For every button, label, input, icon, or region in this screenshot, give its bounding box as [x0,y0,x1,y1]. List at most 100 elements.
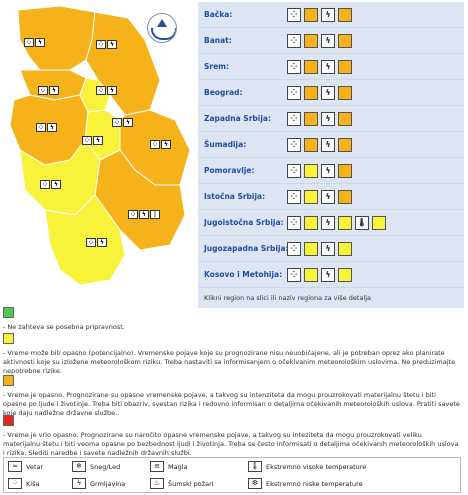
region-row[interactable]: Pomoravlje: ⁘ ϟ [198,158,464,184]
region-name-link[interactable]: Pomoravlje: [204,166,255,175]
map-marker: ⁘ ϟ [96,40,117,49]
warning-level-swatch [304,267,318,282]
region-row[interactable]: Bačka: ⁘ ϟ [198,2,464,28]
region-warnings: ⁘ ϟ [287,189,352,204]
thunder-icon: ϟ [72,478,86,489]
legend-text: - Vreme može biti opasno (potencijalno).… [3,349,456,375]
region-row[interactable]: Šumadija: ⁘ ϟ [198,132,464,158]
warning-level-swatch [338,163,352,178]
legend-red: - Vreme je vrlo opasno. Prognozirane su … [3,415,461,458]
region-name-link[interactable]: Bačka: [204,10,233,19]
warning-level-swatch [338,33,352,48]
heat-icon: 🌡 [355,215,369,230]
warning-level-swatch [304,163,318,178]
heat-icon: 🌡 [248,461,262,472]
wind-icon: ≈ [8,461,22,472]
thunder-icon: ϟ [321,33,335,48]
thunder-icon: ϟ [321,7,335,22]
region-name-link[interactable]: Istočna Srbija: [204,192,266,201]
map-marker: ⁘ ϟ [36,123,57,132]
map-region-kosovo-i-metohija[interactable] [44,194,126,286]
region-hint: Klikni region na slici ili naziv regiona… [198,288,464,308]
red-swatch [3,415,14,426]
map-marker: ⁘ ϟ [96,86,117,95]
region-row[interactable]: Srem: ⁘ ϟ [198,54,464,80]
warning-level-swatch [338,111,352,126]
legend-text: - Vreme je vrlo opasno. Prognozirane su … [3,431,459,457]
thunder-icon: ϟ [321,267,335,282]
wind-icon: ⁘ [287,137,301,152]
warning-level-swatch [304,111,318,126]
warning-level-swatch [372,215,386,230]
footer-label: Sneg/Led [90,462,121,471]
warning-level-swatch [338,137,352,152]
region-warnings: ⁘ ϟ [287,163,352,178]
warning-level-swatch [304,33,318,48]
yellow-swatch [3,333,14,344]
warning-level-swatch [338,7,352,22]
thunder-icon: ϟ [321,85,335,100]
warning-level-swatch [338,189,352,204]
warning-level-swatch [338,85,352,100]
region-row[interactable]: Istočna Srbija: ⁘ ϟ [198,184,464,210]
map-marker: ⁘ ϟ [86,238,107,247]
wind-icon: ⁘ [287,111,301,126]
thunder-icon: ϟ [321,215,335,230]
map-marker: ⁘ ϟ [112,118,133,127]
wind-icon: ⁘ [287,7,301,22]
region-warnings: ⁘ ϟ [287,111,352,126]
region-name-link[interactable]: Banat: [204,36,232,45]
region-name-link[interactable]: Jugozapadna Srbija: [204,244,289,253]
map-marker: ⁘ ϟ [40,180,61,189]
icon-legend: ≈ Vetar ❄ Sneg/Led ≡ Magla 🌡 Ekstremno visok… [3,457,461,493]
thunder-icon: ϟ [321,241,335,256]
region-row[interactable]: Jugoistočna Srbija: ⁘ ϟ 🌡 [198,210,464,236]
region-row[interactable]: Zapadna Srbija: ⁘ ϟ [198,106,464,132]
footer-label: Ekstremno niske temperature [266,479,363,488]
footer-label: Kiša [26,479,40,488]
warning-level-swatch [304,137,318,152]
region-name-link[interactable]: Kosovo i Metohija: [204,270,283,279]
region-row[interactable]: Kosovo i Metohija: ⁘ ϟ [198,262,464,288]
wind-icon: ⁘ [287,241,301,256]
warning-level-swatch [304,215,318,230]
fog-icon: ≡ [150,461,164,472]
warning-map[interactable]: ⁘ ϟ ⁘ ϟ ⁘ ϟ ⁘ ϟ ⁘ ϟ ⁘ ϟ ⁘ ϟ ⁘ ϟ ⁘ ϟ ⁘ ϟ | ⁘ ϟ [0,0,196,297]
warning-level-swatch [304,189,318,204]
map-region-backa[interactable] [17,5,96,71]
snow-icon: ❄ [72,461,86,472]
region-name-link[interactable]: Jugoistočna Srbija: [204,218,284,227]
region-warnings: ⁘ ϟ [287,85,352,100]
footer-label: Ekstremno visoke temperature [266,462,367,471]
map-marker: ⁘ ϟ | [128,210,160,219]
region-name-link[interactable]: Šumadija: [204,140,247,149]
region-row[interactable]: Jugozapadna Srbija: ⁘ ϟ [198,236,464,262]
warning-level-swatch [304,59,318,74]
thunder-icon: ϟ [321,59,335,74]
region-name-link[interactable]: Zapadna Srbija: [204,114,271,123]
rhmz-logo [147,13,177,43]
wind-icon: ⁘ [287,85,301,100]
forest-fire-icon: ♨ [150,478,164,489]
legend-green: - Ne zahteva se posebna pripravnost. [3,307,461,332]
region-warnings: ⁘ ϟ [287,267,352,282]
region-row[interactable]: Banat: ⁘ ϟ [198,28,464,54]
orange-swatch [3,375,14,386]
region-table: Bačka: ⁘ ϟ Banat: ⁘ ϟ Srem: ⁘ ϟ Beograd: ⁘ ϟ Zapadna… [198,2,464,308]
legend-text: - Ne zahteva se posebna pripravnost. [3,323,125,331]
region-name-link[interactable]: Beograd: [204,88,243,97]
region-row[interactable]: Beograd: ⁘ ϟ [198,80,464,106]
region-name-link[interactable]: Srem: [204,62,230,71]
legend-yellow: - Vreme može biti opasno (potencijalno).… [3,333,461,376]
warning-level-swatch [304,241,318,256]
wind-icon: ⁘ [287,267,301,282]
wind-icon: ⁘ [287,215,301,230]
cold-icon: ❆ [248,478,262,489]
footer-label: Šumski požari [168,479,214,488]
map-marker: ⁘ ϟ [38,86,59,95]
footer-label: Magla [168,462,188,471]
thunder-icon: ϟ [321,137,335,152]
warning-level-swatch [304,85,318,100]
thunder-icon: ϟ [321,163,335,178]
map-marker: ⁘ ϟ [150,140,171,149]
